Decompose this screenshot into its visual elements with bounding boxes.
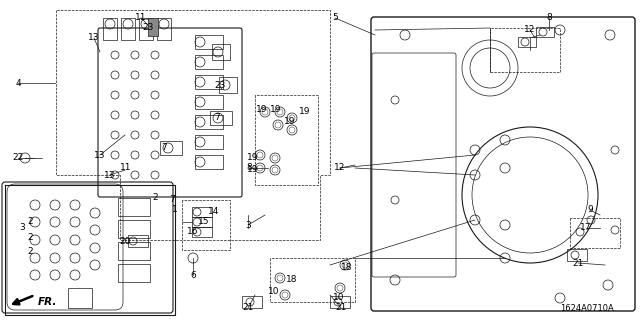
Text: 19: 19 <box>247 154 259 163</box>
Bar <box>242 296 262 308</box>
Text: 21: 21 <box>243 303 253 313</box>
Text: 13: 13 <box>88 34 100 43</box>
Bar <box>118 220 150 238</box>
Text: 15: 15 <box>198 218 210 227</box>
Bar <box>192 207 212 217</box>
Bar <box>103 18 117 40</box>
Text: 12: 12 <box>524 26 536 35</box>
Bar <box>157 18 171 40</box>
Text: 16: 16 <box>188 228 199 236</box>
Bar <box>536 27 554 37</box>
Text: 3: 3 <box>245 220 251 229</box>
Bar <box>139 18 153 40</box>
Text: 23: 23 <box>142 23 154 33</box>
Bar <box>518 37 536 47</box>
Text: FR.: FR. <box>38 297 58 307</box>
Text: 2: 2 <box>27 218 33 227</box>
Text: 7: 7 <box>161 143 167 153</box>
Text: 19: 19 <box>270 106 282 115</box>
Text: 19: 19 <box>300 108 311 116</box>
Bar <box>195 35 223 49</box>
Text: 21: 21 <box>572 259 584 268</box>
Bar <box>118 242 150 260</box>
Bar <box>118 198 150 216</box>
Text: 19: 19 <box>256 106 268 115</box>
Text: 11: 11 <box>135 13 147 22</box>
Text: 18: 18 <box>341 263 353 273</box>
Text: 2: 2 <box>152 194 158 203</box>
Text: 1: 1 <box>172 205 178 214</box>
Text: 19: 19 <box>247 165 259 174</box>
Text: 10: 10 <box>268 287 280 297</box>
Text: 7: 7 <box>214 114 220 123</box>
Text: 2: 2 <box>27 233 33 242</box>
Bar <box>195 75 223 89</box>
Bar <box>68 288 92 308</box>
Bar <box>330 296 350 308</box>
Bar <box>148 18 158 36</box>
Text: 8: 8 <box>246 164 252 172</box>
Bar <box>219 77 237 93</box>
Text: 2: 2 <box>27 246 33 255</box>
Bar <box>195 135 223 149</box>
Text: 8: 8 <box>546 13 552 22</box>
Text: 1624A0710A: 1624A0710A <box>560 304 614 313</box>
Bar <box>195 115 223 129</box>
Text: 5: 5 <box>332 13 338 22</box>
Bar <box>128 235 148 247</box>
Text: 19: 19 <box>284 117 296 126</box>
Bar <box>121 18 135 40</box>
Bar <box>192 227 212 237</box>
Bar <box>195 155 223 169</box>
Bar <box>567 249 587 261</box>
Text: 11: 11 <box>120 164 132 172</box>
Text: 17: 17 <box>580 223 592 233</box>
Bar <box>210 111 232 125</box>
Text: 13: 13 <box>104 171 116 180</box>
Text: 6: 6 <box>190 270 196 279</box>
Bar <box>195 95 223 109</box>
Bar <box>212 44 230 60</box>
Text: 14: 14 <box>208 206 220 215</box>
Bar <box>192 217 212 227</box>
Text: 3: 3 <box>19 223 25 233</box>
Text: 10: 10 <box>333 292 345 301</box>
Text: 4: 4 <box>15 78 21 87</box>
Text: 9: 9 <box>587 205 593 214</box>
Bar <box>160 141 182 155</box>
Bar <box>195 55 223 69</box>
Text: 7: 7 <box>169 196 175 204</box>
Text: 23: 23 <box>214 81 226 90</box>
Text: 13: 13 <box>94 150 106 159</box>
Text: 22: 22 <box>12 154 24 163</box>
Bar <box>118 264 150 282</box>
Text: 21: 21 <box>335 303 347 313</box>
Text: 12: 12 <box>334 164 346 172</box>
Text: 20: 20 <box>119 237 131 246</box>
Text: 18: 18 <box>286 275 298 284</box>
